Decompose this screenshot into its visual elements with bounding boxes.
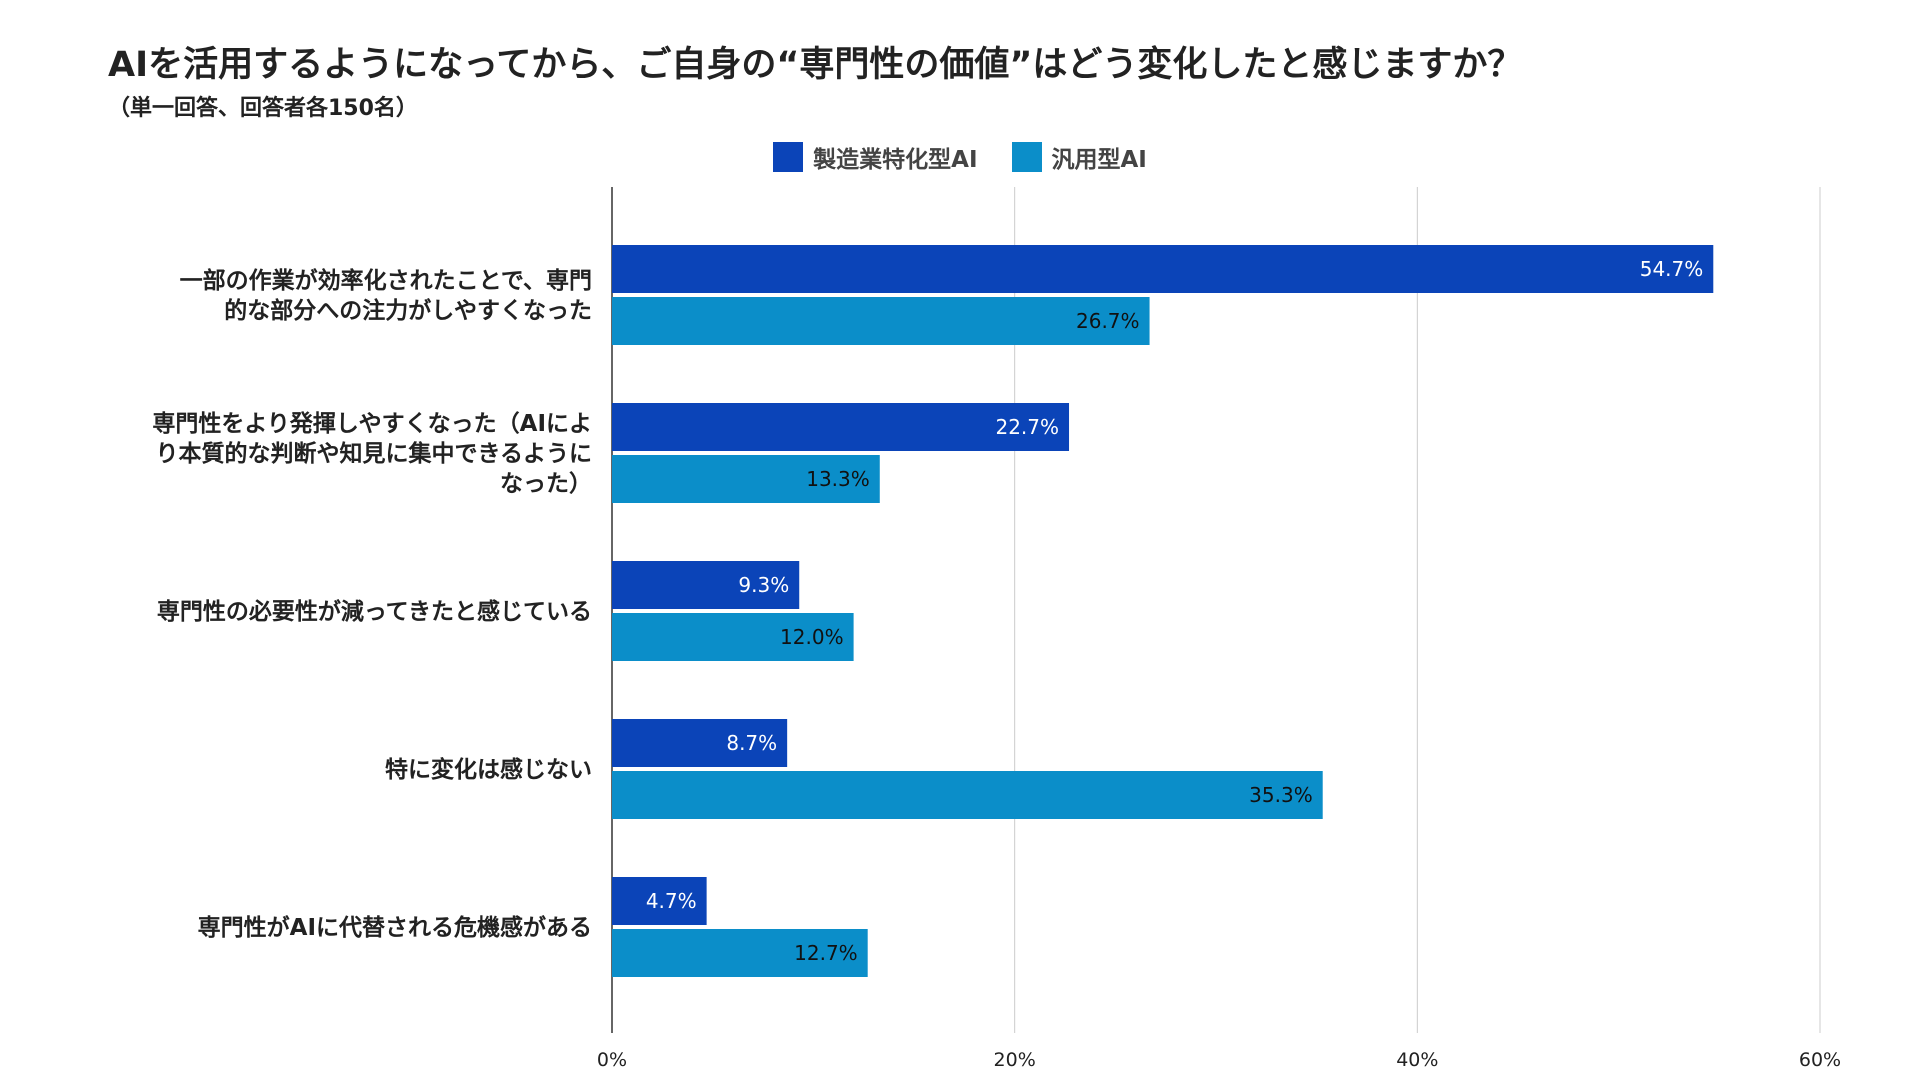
category-label: 専門性をより発揮しやすくなった（AIによ	[152, 410, 592, 437]
data-label: 13.3%	[806, 467, 870, 491]
legend-item-series-2: 汎用型AI	[1011, 140, 1147, 174]
data-label: 8.7%	[726, 731, 777, 755]
bar	[612, 561, 800, 609]
x-tick-label: 20%	[994, 1049, 1036, 1071]
category-label: 的な部分への注力がしやすくなった	[224, 297, 592, 324]
data-label: 35.3%	[1249, 783, 1313, 807]
category-label: り本質的な判断や知見に集中できるように	[155, 440, 592, 467]
data-label: 12.7%	[794, 941, 858, 965]
chart-title: AIを活用するようになってから、ご自身の“専門性の価値”はどう変化したと感じます…	[108, 45, 1523, 85]
x-tick-label: 60%	[1799, 1049, 1841, 1071]
bar	[612, 613, 854, 661]
x-tick-label: 0%	[597, 1049, 627, 1071]
bar	[612, 455, 880, 503]
data-label: 4.7%	[646, 889, 697, 913]
chart-subtitle: （単一回答、回答者各150名）	[108, 96, 418, 121]
legend-item-series-1: 製造業特化型AI	[773, 140, 978, 174]
legend-swatch-series-2	[1011, 142, 1042, 172]
legend-label-series-1: 製造業特化型AI	[813, 147, 978, 173]
legend-label-series-2: 汎用型AI	[1051, 147, 1147, 173]
bar	[612, 297, 1150, 345]
category-label: 一部の作業が効率化されたことで、専門	[180, 267, 592, 294]
category-label: 専門性がAIに代替される危機感がある	[198, 914, 592, 941]
bar	[612, 719, 788, 767]
bar	[612, 771, 1323, 819]
category-label: 特に変化は感じない	[385, 756, 592, 783]
data-label: 26.7%	[1076, 309, 1140, 333]
bar	[612, 403, 1070, 451]
data-label: 12.0%	[780, 625, 844, 649]
data-label: 22.7%	[995, 415, 1059, 439]
data-label: 9.3%	[738, 573, 789, 597]
legend: 製造業特化型AI 汎用型AI	[0, 140, 1920, 174]
x-tick-label: 40%	[1396, 1049, 1438, 1071]
category-label: 専門性の必要性が減ってきたと感じている	[157, 598, 592, 625]
bar	[612, 245, 1714, 293]
bar	[612, 929, 868, 977]
legend-swatch-series-1	[773, 142, 804, 172]
bar	[612, 877, 707, 925]
category-label: なった）	[500, 470, 592, 497]
data-label: 54.7%	[1640, 257, 1704, 281]
